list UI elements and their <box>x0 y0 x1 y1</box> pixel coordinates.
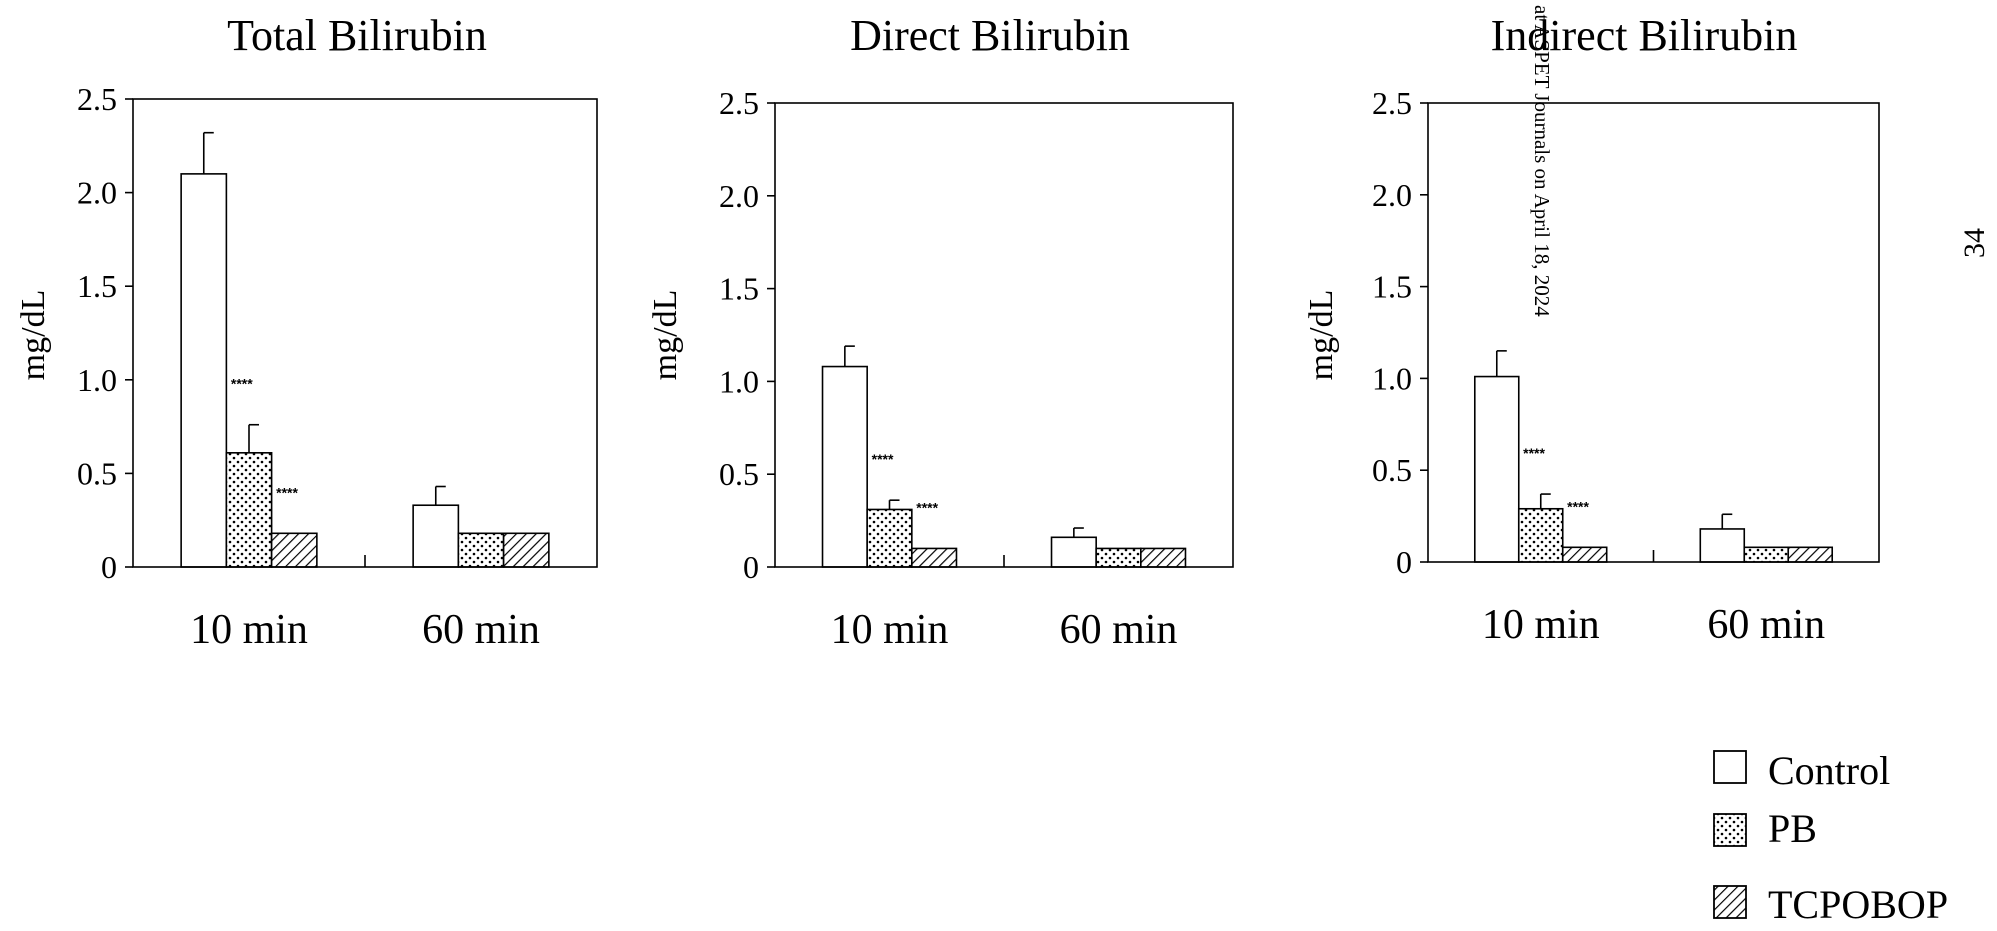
chart-panel-indirect-bilirubin: Indirect Bilirubin mg/dL 0 0.5 1.0 1.5 2.0 2.… <box>1303 11 1880 648</box>
legend-label: Control <box>1768 748 1890 793</box>
plot-frame <box>1427 102 1880 563</box>
plot-frame <box>774 102 1234 568</box>
bar-group: **** **** <box>1473 350 1834 563</box>
y-tick-label: 2.0 <box>77 175 117 211</box>
side-watermark: at ASPET Journals on April 18, 2024 <box>1530 5 1554 317</box>
significance-marker: **** <box>872 451 894 467</box>
y-tick-label: 2.0 <box>1372 177 1412 213</box>
legend-swatch-tcpobop <box>1713 885 1747 919</box>
legend-item-pb: PB <box>1713 806 1817 851</box>
y-tick-label: 2.5 <box>1372 85 1412 121</box>
chart-title: Direct Bilirubin <box>850 11 1130 60</box>
y-tick-label: 1.0 <box>77 362 117 398</box>
bar-pb-60min <box>457 532 505 568</box>
bar-control-10min <box>821 365 868 568</box>
y-axis-label: mg/dL <box>1303 290 1340 381</box>
bar-pb-10min <box>1517 507 1564 563</box>
bar-pb-10min <box>866 508 913 568</box>
significance-marker: **** <box>276 484 298 500</box>
bar-tcpobop-10min <box>270 532 318 568</box>
y-tick-label: 0 <box>101 549 117 585</box>
bar-tcpobop-60min <box>1787 546 1834 563</box>
bar-control-60min <box>412 504 460 568</box>
significance-marker: **** <box>1523 445 1545 461</box>
y-tick-label: 0.5 <box>719 456 759 492</box>
y-axis-label: mg/dL <box>15 290 52 381</box>
significance-marker: **** <box>916 499 938 515</box>
chart-panel-direct-bilirubin: Direct Bilirubin mg/dL 00.51.01.52.02.5 … <box>647 11 1234 653</box>
legend-item-tcpobop: TCPOBOP <box>1713 882 1948 927</box>
chart-title: Total Bilirubin <box>227 11 487 60</box>
y-tick-label: 0.5 <box>77 455 117 491</box>
x-category-labels: 10 min 60 min <box>1482 602 1825 648</box>
x-category-labels: 10 min 60 min <box>190 607 540 653</box>
chart-title: Indirect Bilirubin <box>1491 11 1798 60</box>
x-category-label: 60 min <box>1707 602 1825 648</box>
bar-control-10min <box>180 173 228 568</box>
y-tick-label: 1.5 <box>77 268 117 304</box>
y-tick-labels: 0 0.5 1.0 1.5 2.0 2.5 <box>719 85 775 585</box>
x-category-label: 60 min <box>1060 607 1178 653</box>
bar-pb-10min <box>225 452 273 568</box>
legend-swatch-control <box>1713 750 1747 784</box>
y-tick-label: 1.5 <box>1372 269 1412 305</box>
y-tick-labels: 0 0.5 1.0 1.5 2.0 2.5 <box>1372 85 1428 580</box>
bar-pb-60min <box>1095 547 1142 568</box>
x-category-label: 10 min <box>831 607 949 653</box>
y-tick-labels: 0 0.5 1.0 1.5 2.0 2.5 <box>77 81 133 585</box>
bar-group: **** **** <box>180 131 550 568</box>
y-tick-label: 2.5 <box>77 81 117 117</box>
page-number: 34 <box>1958 228 1991 258</box>
plot-frame <box>132 98 598 568</box>
x-category-label: 60 min <box>422 607 540 653</box>
bar-control-60min <box>1699 528 1746 563</box>
y-tick-label: 2.5 <box>719 85 759 121</box>
x-category-labels: 10 min 60 min <box>831 607 1178 653</box>
x-category-label: 10 min <box>1482 602 1600 648</box>
legend-item-control: Control <box>1713 748 1890 793</box>
bar-pb-60min <box>1743 546 1790 563</box>
y-tick-label: 2.0 <box>719 178 759 214</box>
bar-tcpobop-60min <box>1140 547 1187 568</box>
y-tick-label: 0.5 <box>1372 452 1412 488</box>
bar-tcpobop-10min <box>911 547 958 568</box>
y-tick-label: 0 <box>1396 544 1412 580</box>
legend-label: PB <box>1768 806 1817 851</box>
legend-label: TCPOBOP <box>1768 882 1948 927</box>
bar-group: **** **** <box>821 345 1187 568</box>
y-tick-label: 1.5 <box>719 271 759 307</box>
bar-tcpobop-60min <box>502 532 550 568</box>
y-tick-label: 1.0 <box>719 363 759 399</box>
chart-panel-total-bilirubin: Total Bilirubin mg/dL 0 0.5 1.0 1.5 2.0 2.5 *… <box>15 11 598 653</box>
bar-control-10min <box>1473 375 1520 563</box>
bar-control-60min <box>1050 536 1097 568</box>
significance-marker: **** <box>1567 498 1589 514</box>
x-category-label: 10 min <box>190 607 308 653</box>
significance-marker: **** <box>231 376 253 392</box>
y-axis-label: mg/dL <box>647 290 684 381</box>
y-tick-label: 1.0 <box>1372 360 1412 396</box>
legend-swatch-pb <box>1713 813 1747 847</box>
bar-tcpobop-10min <box>1561 546 1608 563</box>
y-tick-label: 0 <box>743 549 759 585</box>
legend: Control PB TCPOBOP <box>1713 748 1948 927</box>
